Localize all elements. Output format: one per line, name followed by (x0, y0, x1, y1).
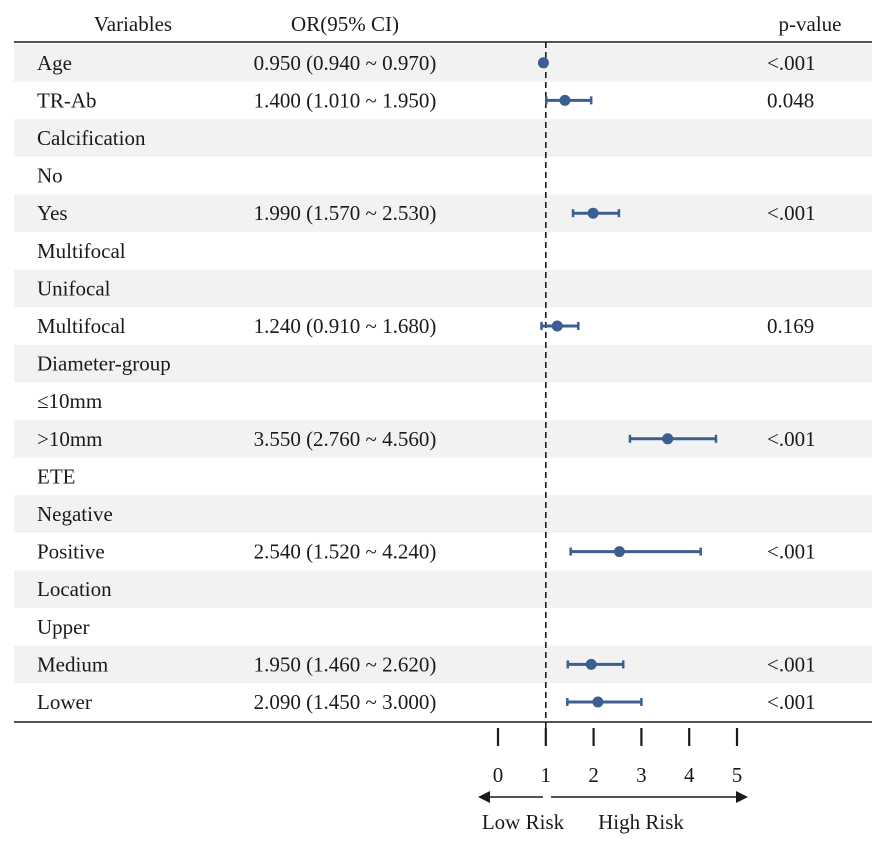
row-stripe (14, 495, 872, 533)
row-label: Upper (37, 615, 89, 639)
row-stripe (14, 269, 872, 308)
table-header: Variables OR(95% CI) p-value (94, 12, 842, 36)
p-value: <.001 (767, 201, 816, 225)
or-ci-value: 1.400 (1.010 ~ 1.950) (254, 88, 437, 112)
or-point (537, 57, 549, 69)
high-risk-label: High Risk (598, 810, 684, 834)
or-ci-value: 1.990 (1.570 ~ 2.530) (254, 201, 437, 225)
table-rows: Age 0.950 (0.940 ~ 0.970) <.001 TR-Ab 1.400 … (37, 51, 816, 714)
or-ci-value: 2.540 (1.520 ~ 4.240) (254, 540, 437, 564)
p-value: <.001 (767, 51, 816, 75)
p-value: 0.048 (767, 88, 814, 112)
ci-marks (537, 57, 718, 708)
x-tick-label: 2 (588, 763, 599, 787)
low-risk-label: Low Risk (482, 810, 565, 834)
row-stripe (14, 645, 872, 684)
row-label: TR-Ab (37, 88, 97, 112)
row-stripe (14, 570, 872, 608)
row-label: Diameter-group (37, 352, 171, 376)
risk-direction: Low Risk High Risk (478, 791, 748, 834)
row-label: Yes (37, 201, 68, 225)
p-value: 0.169 (767, 314, 814, 338)
row-stripe (14, 119, 872, 157)
or-ci-value: 2.090 (1.450 ~ 3.000) (254, 690, 437, 714)
x-tick-label: 3 (636, 763, 647, 787)
row-label: No (37, 164, 63, 188)
or-point (662, 433, 674, 445)
row-label: >10mm (37, 427, 103, 451)
or-ci-value: 0.950 (0.940 ~ 0.970) (254, 51, 437, 75)
x-tick-label: 0 (493, 763, 504, 787)
row-stripe (14, 44, 872, 82)
p-value: <.001 (767, 427, 816, 451)
header-or-ci: OR(95% CI) (291, 12, 399, 36)
or-point (587, 207, 599, 219)
row-label: Calcification (37, 126, 146, 150)
row-label: Multifocal (37, 314, 126, 338)
row-label: Positive (37, 540, 105, 564)
row-label: ≤10mm (37, 389, 102, 413)
row-label: ETE (37, 464, 75, 488)
or-ci-value: 1.240 (0.910 ~ 1.680) (254, 314, 437, 338)
or-point (551, 320, 563, 332)
or-ci-value: 1.950 (1.460 ~ 2.620) (254, 652, 437, 676)
low-risk-arrowhead (478, 791, 490, 803)
p-value: <.001 (767, 652, 816, 676)
header-p-value: p-value (779, 12, 842, 36)
or-point (613, 546, 625, 558)
p-value: <.001 (767, 690, 816, 714)
row-label: Unifocal (37, 276, 111, 300)
row-label: Negative (37, 502, 113, 526)
row-stripe (14, 344, 872, 383)
row-label: Location (37, 577, 112, 601)
row-stripes (14, 44, 872, 684)
or-point (559, 94, 571, 106)
row-stripe (14, 194, 872, 232)
row-label: Multifocal (37, 239, 126, 263)
header-variables: Variables (94, 12, 172, 36)
row-label: Lower (37, 690, 92, 714)
row-label: Medium (37, 652, 108, 676)
x-tick-label: 4 (684, 763, 695, 787)
row-label: Age (37, 51, 72, 75)
x-tick-label: 1 (541, 763, 552, 787)
or-point (585, 658, 597, 670)
x-tick-label: 5 (732, 763, 743, 787)
row-stripe (14, 420, 872, 458)
p-value: <.001 (767, 540, 816, 564)
or-ci-value: 3.550 (2.760 ~ 4.560) (254, 427, 437, 451)
x-axis: 0 1 2 3 4 5 (493, 728, 743, 787)
or-point (592, 696, 604, 708)
high-risk-arrowhead (736, 791, 748, 803)
